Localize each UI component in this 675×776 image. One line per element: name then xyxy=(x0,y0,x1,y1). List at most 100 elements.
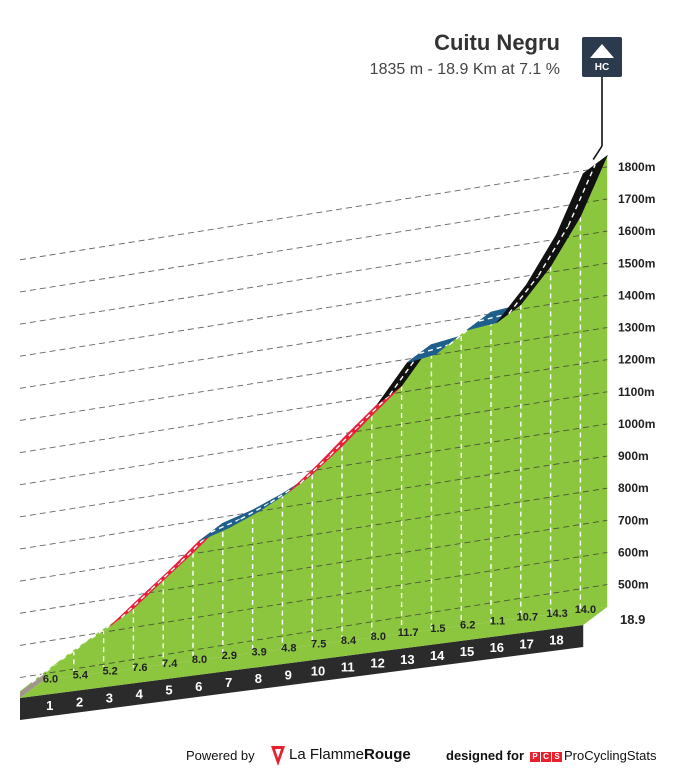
gradient-label: 7.5 xyxy=(311,639,326,651)
gradient-label: 10.7 xyxy=(517,612,538,624)
gradient-label: 7.4 xyxy=(162,658,178,670)
km-marker-label: 1 xyxy=(46,698,53,713)
gradient-label: 8.0 xyxy=(192,654,207,666)
la-flamme-rouge-text: La FlammeRouge xyxy=(289,746,411,763)
base-top xyxy=(20,607,608,698)
km-marker-label: 6 xyxy=(195,679,202,694)
road-centre-line xyxy=(508,274,540,315)
base-band xyxy=(20,625,584,720)
road-centre-line xyxy=(329,424,361,456)
elevation-gridline xyxy=(19,551,608,646)
gradient-label: 14.3 xyxy=(546,608,567,620)
gradient-label: 1.5 xyxy=(430,623,445,635)
profile-top-layer xyxy=(19,154,608,692)
road-centre-line xyxy=(299,454,331,484)
badge-pole-end xyxy=(592,145,603,161)
elevation-gridline xyxy=(19,166,608,261)
climb-summary: 1835 m - 18.9 Km at 7.1 % xyxy=(369,61,560,78)
badge-layer: HC xyxy=(582,37,622,161)
elevation-tick-label: 1100m xyxy=(618,385,655,399)
total-distance-label: 18.9 xyxy=(620,612,645,627)
km-marker-label: 14 xyxy=(430,648,445,663)
road-centre-line xyxy=(150,561,182,590)
hc-badge-label: HC xyxy=(595,62,609,73)
elevation-tick-label: 1400m xyxy=(618,288,655,302)
elevation-tick-label: 1300m xyxy=(618,321,655,335)
procyclingstats-text: ProCyclingStats xyxy=(564,748,657,763)
mountain-icon xyxy=(590,44,614,58)
elevation-tick-label: 1600m xyxy=(618,224,655,238)
elevation-gridline xyxy=(19,584,608,678)
elevation-tick-label: 600m xyxy=(618,545,649,559)
km-marker-label: 2 xyxy=(76,694,83,709)
road-centre-line xyxy=(240,501,271,520)
gradient-label: 6.0 xyxy=(43,673,58,685)
gradient-label: 2.9 xyxy=(222,650,237,662)
pcs-letter: S xyxy=(552,752,562,762)
km-marker-label: 7 xyxy=(225,675,232,690)
gradient-label: 4.8 xyxy=(281,642,296,654)
gradient-label: 5.4 xyxy=(73,670,89,682)
brand-part-2: Rouge xyxy=(364,746,411,763)
elevation-gridline xyxy=(19,391,608,486)
gradient-label: 5.2 xyxy=(102,666,117,678)
road-centre-line xyxy=(537,225,570,276)
brand-part-1: La Flamme xyxy=(289,746,365,763)
km-marker-label: 18 xyxy=(549,633,563,648)
road-centre-line xyxy=(210,518,241,533)
la-flamme-rouge-logo-icon xyxy=(271,746,285,766)
profile-fill-layer xyxy=(20,155,608,698)
elevation-tick-label: 800m xyxy=(618,481,649,495)
km-marker-label: 16 xyxy=(490,640,504,655)
road-centre-line xyxy=(567,164,596,226)
profile-base-layer xyxy=(20,607,608,720)
gradient-label: 8.4 xyxy=(341,635,357,647)
road-centre-line xyxy=(359,394,391,426)
elevation-gridline xyxy=(19,359,608,454)
km-marker-label: 13 xyxy=(400,652,414,667)
elevation-tick-label: 1000m xyxy=(618,417,655,431)
elevation-gridline xyxy=(19,519,608,614)
km-marker-label: 12 xyxy=(370,656,384,671)
road-centre-line xyxy=(180,531,212,563)
elevation-gridline xyxy=(19,230,608,325)
gradient-label: 6.2 xyxy=(460,619,475,631)
km-marker-label: 15 xyxy=(460,644,474,659)
start-block xyxy=(20,673,44,698)
profile-area xyxy=(44,155,608,680)
elevation-gridline xyxy=(19,487,608,582)
km-marker-label: 3 xyxy=(106,690,113,705)
km-marker-label: 4 xyxy=(136,687,144,702)
elevation-gridline xyxy=(19,455,608,550)
km-marker-label: 8 xyxy=(255,671,262,686)
elevation-gridline xyxy=(19,198,608,293)
elevation-tick-label: 700m xyxy=(618,513,649,527)
gradient-segment xyxy=(555,154,608,236)
elevation-tick-label: 1200m xyxy=(618,353,655,367)
label-layer: 500m 600m 700m 800m 900m 1000m 1100m 1200m 1300m… xyxy=(43,160,656,713)
km-marker-label: 17 xyxy=(519,636,533,651)
gradient-label: 14.0 xyxy=(575,604,596,616)
elevation-tick-label: 1700m xyxy=(618,192,655,206)
pcs-letter: C xyxy=(541,752,551,762)
elevation-tick-label: 900m xyxy=(618,449,649,463)
elevation-tick-label: 500m xyxy=(618,578,649,592)
gradient-label: 7.6 xyxy=(132,662,147,674)
gradient-label: 11.7 xyxy=(398,627,419,639)
elevation-gridline xyxy=(19,262,608,357)
pcs-letter: P xyxy=(530,752,540,762)
elevation-tick-label: 1500m xyxy=(618,256,655,270)
elevation-gridline xyxy=(19,327,608,421)
elevation-tick-label: 1800m xyxy=(618,160,655,174)
gradient-label: 3.9 xyxy=(251,646,266,658)
km-marker-label: 9 xyxy=(285,667,292,682)
road-centre-line xyxy=(120,588,152,619)
gradient-label: 1.1 xyxy=(490,615,505,627)
designed-for-text: designed for xyxy=(446,748,525,763)
km-marker-label: 11 xyxy=(341,660,355,675)
gradient-label: 8.0 xyxy=(371,631,386,643)
climb-title: Cuitu Negru xyxy=(434,30,560,55)
powered-by-text: Powered by xyxy=(186,748,255,763)
